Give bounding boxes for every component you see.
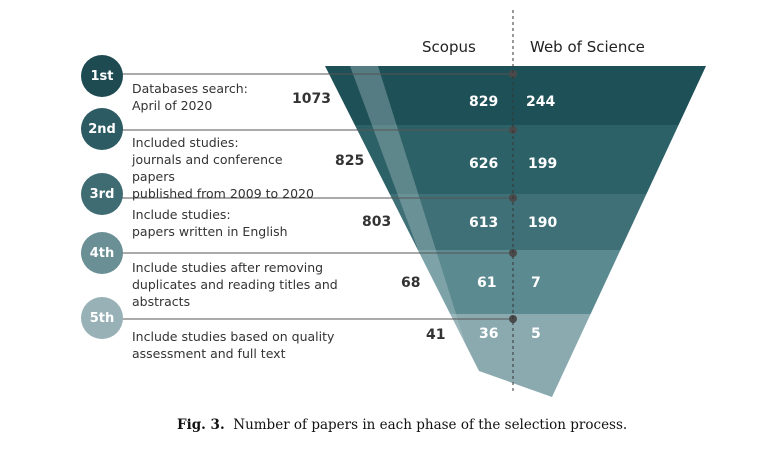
funnel-band-2 [325, 125, 706, 194]
funnel-highlight-ribbon [350, 66, 474, 371]
wos-value-5: 5 [531, 326, 541, 342]
wos-value-1: 244 [526, 94, 556, 110]
phase-description-5: Include studies based on quality assessme… [132, 329, 335, 361]
phase-badge-5: 5th [81, 297, 123, 339]
column-header-scopus: Scopus [422, 38, 476, 56]
phase-badge-2: 2nd [81, 108, 123, 150]
connector-dot-1 [509, 70, 517, 78]
wos-value-4: 7 [531, 275, 541, 291]
column-header-wos: Web of Science [530, 38, 645, 56]
figure-caption-label: Fig. 3. [177, 417, 225, 433]
wos-value-2: 199 [528, 156, 558, 172]
scopus-value-3: 613 [469, 215, 499, 231]
scopus-value-4: 61 [477, 275, 497, 291]
scopus-value-1: 829 [469, 94, 499, 110]
phase-total-3: 803 [362, 214, 392, 230]
funnel-band-4 [325, 250, 706, 314]
phase-description-2: Included studies: journals and conference… [132, 135, 314, 201]
scopus-value-5: 36 [479, 326, 499, 342]
figure-caption: Fig. 3. Number of papers in each phase o… [177, 417, 627, 433]
scopus-value-2: 626 [469, 156, 499, 172]
phase-total-1: 1073 [292, 91, 331, 107]
phase-total-5: 41 [426, 327, 446, 343]
wos-value-3: 190 [528, 215, 558, 231]
figure-caption-text: Number of papers in each phase of the se… [233, 417, 628, 433]
phase-description-4: Include studies after removing duplicates… [132, 260, 338, 309]
phase-description-3: Include studies: papers written in Englis… [132, 207, 288, 239]
phase-badge-4: 4th [81, 232, 123, 274]
phase-total-4: 68 [401, 275, 421, 291]
phase-description-1: Databases search: April of 2020 [132, 81, 248, 113]
phase-badge-1: 1st [81, 55, 123, 97]
phase-badge-3: 3rd [81, 173, 123, 215]
phase-total-2: 825 [335, 153, 365, 169]
funnel-band-5 [325, 314, 706, 397]
